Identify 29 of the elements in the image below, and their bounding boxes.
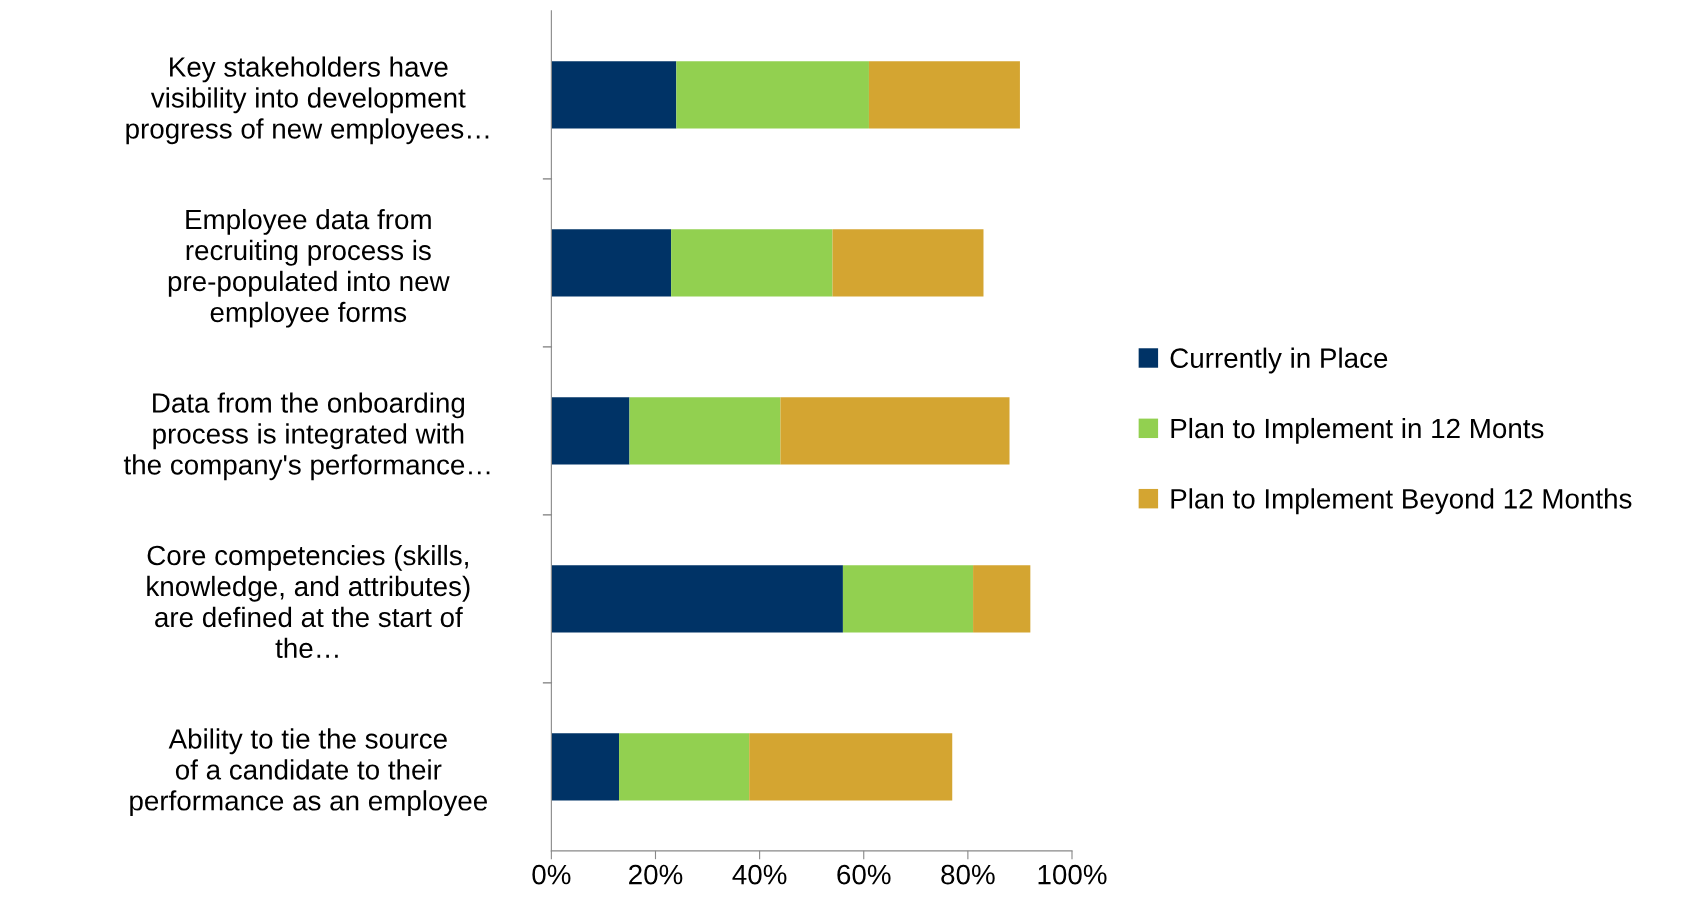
x-tick-label: 0%	[532, 864, 571, 885]
x-tick-label: 80%	[941, 864, 995, 885]
legend-label: Plan to Implement Beyond 12 Months	[1171, 488, 1632, 515]
x-tick-label: 20%	[629, 864, 683, 885]
bar	[780, 397, 1010, 465]
y-tick-label: Data from the onboarding process is integrated with the company's performance…	[123, 392, 490, 481]
legend-label: Currently in Place	[1170, 347, 1388, 374]
bar	[619, 733, 750, 801]
y-tick-label: Core competencies (skills, knowledge, and attributes) are defined at the start of the…	[147, 544, 470, 659]
y-tick-label: Key stakeholders have visibility into development progress of new employees…	[126, 56, 489, 145]
x-tick-label: 60%	[837, 864, 891, 885]
y-tick-label: Employee data from recruiting process is pre-populated into new employee forms	[168, 208, 450, 328]
bar	[551, 229, 672, 297]
bar	[551, 565, 843, 633]
legend-label: Plan to Implement in 12 Monts	[1171, 417, 1544, 444]
x-tick-label: 100%	[1038, 864, 1107, 885]
bar	[749, 733, 953, 801]
y-tick-label: Ability to tie the source of a candidate to their performance as an employee	[130, 728, 487, 817]
bar	[973, 565, 1031, 633]
x-tick-label: 40%	[732, 864, 787, 885]
bar	[676, 61, 869, 129]
bar	[868, 61, 1020, 129]
bar	[842, 565, 974, 633]
bar	[629, 397, 781, 465]
bar	[832, 229, 984, 297]
bar	[671, 229, 833, 297]
bar	[551, 61, 677, 129]
bar	[551, 397, 630, 465]
bar	[551, 733, 620, 801]
